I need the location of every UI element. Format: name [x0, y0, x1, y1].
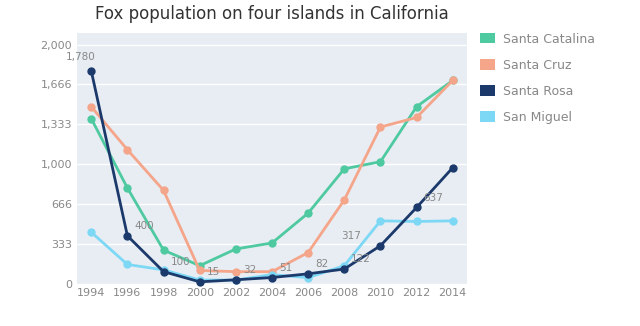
Santa Rosa	[88, 69, 95, 73]
Santa Cruz	[413, 115, 420, 119]
Santa Cruz	[232, 270, 240, 274]
Santa Cruz	[268, 270, 276, 274]
Text: 1,780: 1,780	[67, 52, 96, 62]
Santa Rosa	[304, 272, 312, 276]
San Miguel	[196, 278, 204, 282]
Santa Rosa	[413, 205, 420, 209]
Line: Santa Catalina: Santa Catalina	[88, 77, 456, 269]
San Miguel	[304, 276, 312, 280]
Santa Catalina	[196, 264, 204, 268]
Santa Catalina	[376, 160, 384, 164]
San Miguel	[376, 219, 384, 223]
Santa Cruz	[449, 79, 456, 82]
Santa Rosa	[232, 278, 240, 282]
San Miguel	[160, 268, 168, 272]
Santa Catalina	[88, 117, 95, 121]
Santa Catalina	[340, 167, 348, 171]
Santa Cruz	[376, 125, 384, 129]
Text: 32: 32	[243, 265, 256, 275]
Santa Rosa	[340, 267, 348, 271]
San Miguel	[268, 273, 276, 276]
Santa Cruz	[160, 188, 168, 192]
San Miguel	[124, 262, 131, 266]
Text: 637: 637	[424, 193, 444, 202]
Santa Cruz	[304, 251, 312, 255]
Santa Rosa	[124, 234, 131, 238]
Text: 15: 15	[207, 267, 220, 277]
Santa Catalina	[124, 186, 131, 190]
Santa Rosa	[268, 275, 276, 279]
Santa Catalina	[304, 211, 312, 215]
Santa Catalina	[232, 247, 240, 251]
Santa Cruz	[196, 269, 204, 273]
San Miguel	[88, 230, 95, 234]
Santa Cruz	[88, 105, 95, 109]
San Miguel	[449, 219, 456, 223]
Line: San Miguel: San Miguel	[88, 217, 456, 284]
Text: 100: 100	[170, 257, 190, 267]
Santa Cruz	[124, 148, 131, 152]
Santa Rosa	[376, 244, 384, 248]
Legend: Santa Catalina, Santa Cruz, Santa Rosa, San Miguel: Santa Catalina, Santa Cruz, Santa Rosa, …	[475, 28, 600, 129]
Text: 82: 82	[315, 259, 328, 269]
Line: Santa Rosa: Santa Rosa	[88, 67, 456, 285]
San Miguel	[340, 264, 348, 268]
Santa Catalina	[160, 248, 168, 252]
Santa Rosa	[160, 270, 168, 274]
Santa Catalina	[268, 241, 276, 245]
Text: 51: 51	[279, 262, 292, 273]
San Miguel	[232, 278, 240, 282]
San Miguel	[413, 219, 420, 223]
Line: Santa Cruz: Santa Cruz	[88, 77, 456, 275]
Title: Fox population on four islands in California: Fox population on four islands in Califo…	[95, 5, 449, 23]
Santa Rosa	[449, 166, 456, 170]
Text: 317: 317	[342, 231, 362, 241]
Text: 122: 122	[351, 254, 371, 264]
Text: 400: 400	[134, 221, 154, 231]
Santa Cruz	[340, 198, 348, 202]
Santa Catalina	[449, 79, 456, 82]
Santa Catalina	[413, 105, 420, 109]
Santa Rosa	[196, 280, 204, 284]
